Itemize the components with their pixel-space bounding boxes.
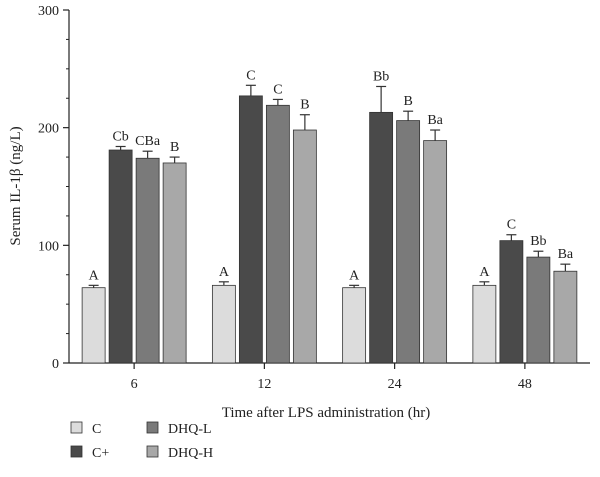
significance-label: A: [479, 265, 490, 280]
bar: [211, 284, 236, 364]
x-tick-label: 48: [518, 377, 532, 392]
bar: [472, 284, 497, 364]
bar: [342, 287, 367, 364]
significance-label: CBa: [135, 134, 161, 149]
bar-group-24: A Bb B Ba: [342, 69, 448, 364]
y-tick-label: 0: [52, 357, 59, 372]
legend-swatch: [70, 421, 83, 434]
significance-label: B: [170, 140, 179, 155]
bar: [553, 270, 578, 364]
x-axis-title: Time after LPS administration (hr): [222, 405, 431, 421]
legend-label: C: [92, 422, 101, 437]
significance-label: A: [219, 265, 230, 280]
legend: C DHQ-L C+ DHQ-H: [70, 421, 213, 461]
x-tick-label: 12: [257, 377, 271, 392]
significance-label: Bb: [530, 234, 546, 249]
x-tick-label: 24: [388, 377, 402, 392]
significance-label: B: [403, 94, 412, 109]
legend-swatch: [146, 421, 159, 434]
x-tick-label: 6: [131, 377, 138, 392]
bar-group-12: A C C B: [211, 68, 317, 364]
bar: [396, 120, 421, 364]
significance-label: Ba: [427, 113, 443, 128]
legend-swatch: [146, 445, 159, 458]
bar: [108, 149, 133, 364]
bar: [238, 95, 263, 364]
x-axis: 6 12 24 48: [69, 362, 590, 392]
bar: [81, 287, 106, 364]
legend-label: DHQ-H: [168, 446, 213, 461]
legend-label: DHQ-L: [168, 422, 212, 437]
significance-label: A: [349, 268, 360, 283]
significance-label: C: [507, 218, 516, 233]
bar: [369, 111, 394, 364]
y-tick-label: 200: [38, 122, 59, 137]
bar-groups: A Cb CBa B A C C B A Bb B Ba A C Bb Ba: [81, 68, 578, 364]
significance-label: Cb: [112, 129, 128, 144]
significance-label: C: [273, 82, 282, 97]
bar: [423, 140, 448, 364]
legend-label: C+: [92, 446, 109, 461]
bar: [526, 256, 551, 364]
significance-label: Bb: [373, 69, 389, 84]
significance-label: B: [300, 98, 309, 113]
bar: [499, 240, 524, 364]
significance-label: Ba: [558, 247, 574, 262]
significance-label: C: [246, 68, 255, 83]
y-axis: 0 100 200 300: [38, 4, 70, 372]
bar-group-6: A Cb CBa B: [81, 129, 187, 364]
y-axis-title: Serum IL-1β (ng/L): [8, 126, 24, 245]
y-tick-label: 300: [38, 4, 59, 19]
bar: [292, 129, 317, 364]
y-tick-label: 100: [38, 239, 59, 254]
bar: [135, 157, 160, 364]
bar-group-48: A C Bb Ba: [472, 218, 578, 364]
bar: [162, 162, 187, 364]
bar: [265, 104, 290, 364]
legend-swatch: [70, 445, 83, 458]
significance-label: A: [89, 268, 100, 283]
